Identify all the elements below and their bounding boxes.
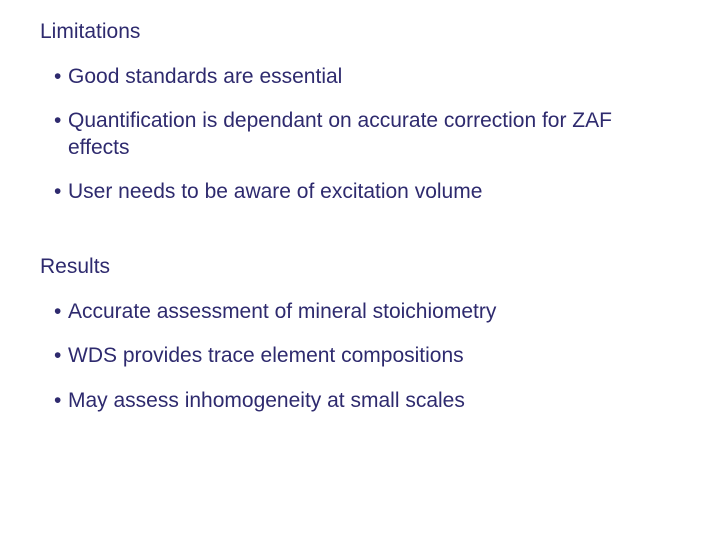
bullet-item: Good standards are essential [68,64,680,90]
bullet-list-limitations: Good standards are essential Quantificat… [40,64,680,205]
bullet-item: Quantification is dependant on accurate … [68,108,680,161]
bullet-item: May assess inhomogeneity at small scales [68,388,680,414]
bullet-item: Accurate assessment of mineral stoichiom… [68,299,680,325]
section-heading-results: Results [40,255,680,279]
section-heading-limitations: Limitations [40,20,680,44]
bullet-list-results: Accurate assessment of mineral stoichiom… [40,299,680,414]
slide-content: Limitations Good standards are essential… [40,20,680,414]
bullet-item: WDS provides trace element compositions [68,343,680,369]
bullet-item: User needs to be aware of excitation vol… [68,179,680,205]
